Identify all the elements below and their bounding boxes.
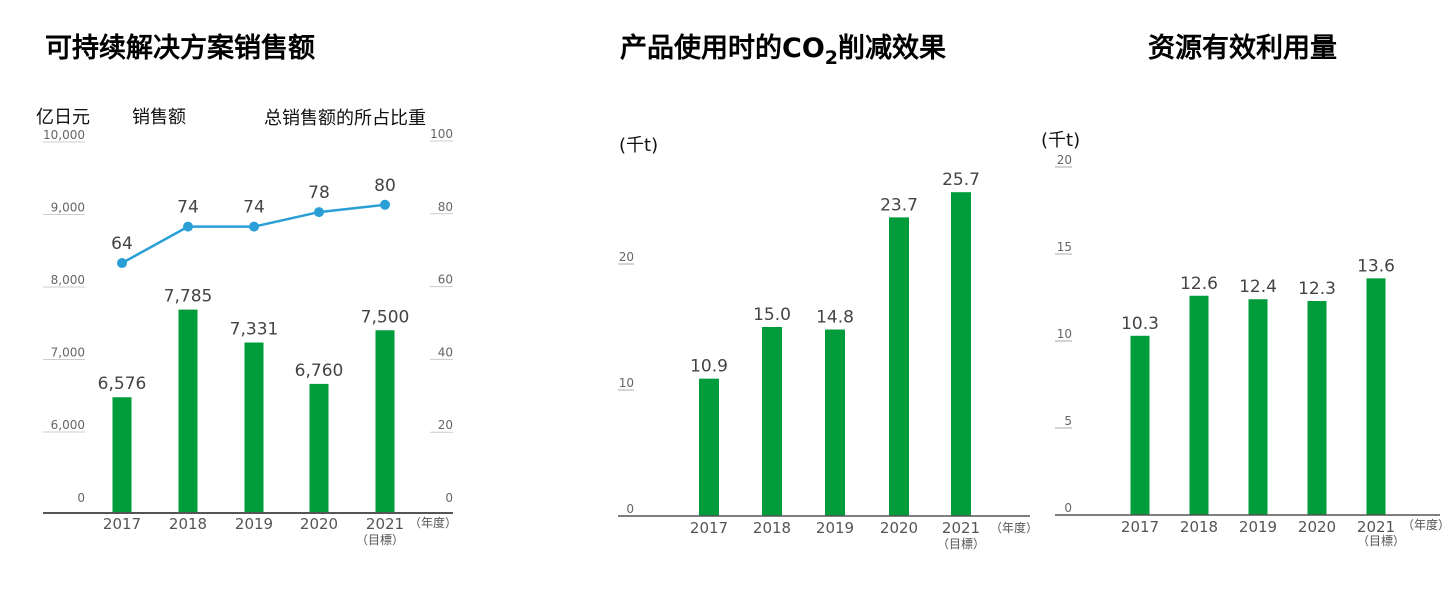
chart3-bar: [1248, 299, 1268, 515]
chart3-title: 资源有效利用量: [1148, 33, 1337, 64]
chart1-y2-tick: 0: [445, 491, 453, 505]
chart1-y-tick: 9,000: [51, 201, 85, 215]
chart2-x-tick: 2018: [753, 519, 791, 537]
chart3-y-unit: (千t): [1041, 130, 1080, 151]
chart1-bar-label: 7,331: [230, 320, 279, 340]
chart1-y-unit: 亿日元: [36, 107, 90, 128]
chart1-line-point: [380, 199, 390, 210]
chart3-x-tick: 2017: [1121, 518, 1159, 536]
chart2-bar-label: 23.7: [880, 195, 918, 215]
chart2-x-suffix: （年度）: [990, 520, 1038, 535]
chart1-x-tick: 2017: [103, 515, 141, 533]
chart2-bar-label: 25.7: [942, 170, 980, 190]
chart2-x-tick: 2020: [880, 519, 918, 537]
chart1-line-label: 74: [243, 198, 265, 218]
chart1-bar-label: 7,500: [361, 307, 410, 327]
chart2-bar: [699, 378, 719, 516]
chart2-bar: [951, 192, 971, 516]
chart3-y-tick: 15: [1057, 240, 1072, 254]
chart1-bar: [112, 397, 132, 513]
chart1-bar-label: 6,576: [98, 374, 147, 394]
chart1-y-tick: 10,000: [43, 128, 85, 142]
chart1-line-label: 80: [374, 176, 396, 196]
chart3-bar-label: 12.6: [1180, 274, 1218, 294]
chart2-bar-label: 10.9: [690, 357, 728, 377]
chart3-y-tick: 10: [1057, 327, 1072, 341]
chart1-y-tick: 0: [77, 491, 85, 505]
chart2-target-note: （目標）: [937, 537, 985, 551]
chart3-bar: [1307, 300, 1327, 515]
chart3-x-suffix: （年度）: [1402, 517, 1446, 532]
chart1-bar: [309, 383, 329, 513]
chart3-y-tick: 0: [1064, 501, 1072, 515]
chart3-bar-label: 13.6: [1357, 256, 1395, 276]
chart3-bar: [1130, 335, 1150, 515]
chart1-line-point: [117, 258, 127, 269]
chart3-bar-label: 12.4: [1239, 277, 1277, 297]
chart3-x-tick: 2019: [1239, 518, 1277, 536]
chart1-line-label: 74: [177, 198, 199, 218]
chart2-bar-label: 14.8: [816, 308, 854, 328]
chart1-line-point: [249, 221, 259, 232]
chart3-y-tick: 20: [1057, 153, 1072, 167]
chart2-title: 产品使用时的CO2削减效果: [620, 32, 946, 69]
chart1-y2-tick: 40: [438, 345, 453, 359]
chart2-bar-label: 15.0: [753, 305, 791, 325]
chart3-x-tick: 2021: [1357, 518, 1395, 536]
chart2-x-tick: 2021: [942, 519, 980, 537]
chart2-x-tick: 2019: [816, 519, 854, 537]
chart3-y-tick: 5: [1064, 414, 1072, 428]
chart1-title: 可持续解决方案销售额: [45, 32, 315, 64]
chart1-line-point: [314, 207, 324, 218]
chart3-bar-label: 12.3: [1298, 279, 1336, 299]
chart1-y-tick: 7,000: [51, 346, 85, 360]
chart1-x-tick: 2018: [169, 515, 207, 533]
chart1-y2-tick: 20: [438, 418, 453, 432]
chart3-target-note: （目標）: [1357, 534, 1405, 548]
chart1-legend-line: 总销售额的所占比重: [264, 108, 426, 129]
chart1-line-label: 64: [111, 234, 133, 254]
chart2-x-tick: 2017: [690, 519, 728, 537]
chart1-y2-tick: 100: [430, 127, 453, 141]
chart1-x-tick: 2019: [235, 515, 273, 533]
chart1-legend-bar: 销售额: [132, 107, 186, 128]
chart2-bar: [889, 217, 909, 516]
chart2-y-tick: 0: [626, 502, 634, 516]
chart1-bar: [244, 342, 264, 513]
chart1-line-point: [183, 221, 193, 232]
chart1-bar: [178, 309, 198, 513]
chart1-bar: [375, 330, 395, 513]
chart2-bar: [762, 327, 782, 516]
chart1-y-tick: 6,000: [51, 418, 85, 432]
chart1-x-tick: 2020: [300, 515, 338, 533]
chart1-line-label: 78: [308, 183, 330, 203]
chart3-bar-label: 10.3: [1121, 314, 1159, 334]
chart2-y-unit: (千t): [619, 135, 658, 156]
chart1-y-tick: 8,000: [51, 273, 85, 287]
chart3-x-tick: 2018: [1180, 518, 1218, 536]
chart2-y-tick: 20: [619, 250, 634, 264]
chart1-x-suffix: （年度）: [409, 515, 457, 530]
chart2-bar: [825, 329, 845, 516]
chart2-y-tick: 10: [619, 376, 634, 390]
chart1-target-note: （目標）: [356, 533, 404, 547]
chart3-x-tick: 2020: [1298, 518, 1336, 536]
chart1-y2-tick: 80: [438, 200, 453, 214]
chart1-x-tick: 2021: [366, 515, 404, 533]
chart1-bar-label: 7,785: [164, 287, 213, 307]
chart3-bar: [1366, 278, 1386, 515]
chart1-y2-tick: 60: [438, 273, 453, 287]
chart1-bar-label: 6,760: [295, 361, 344, 381]
chart3-bar: [1189, 295, 1209, 515]
